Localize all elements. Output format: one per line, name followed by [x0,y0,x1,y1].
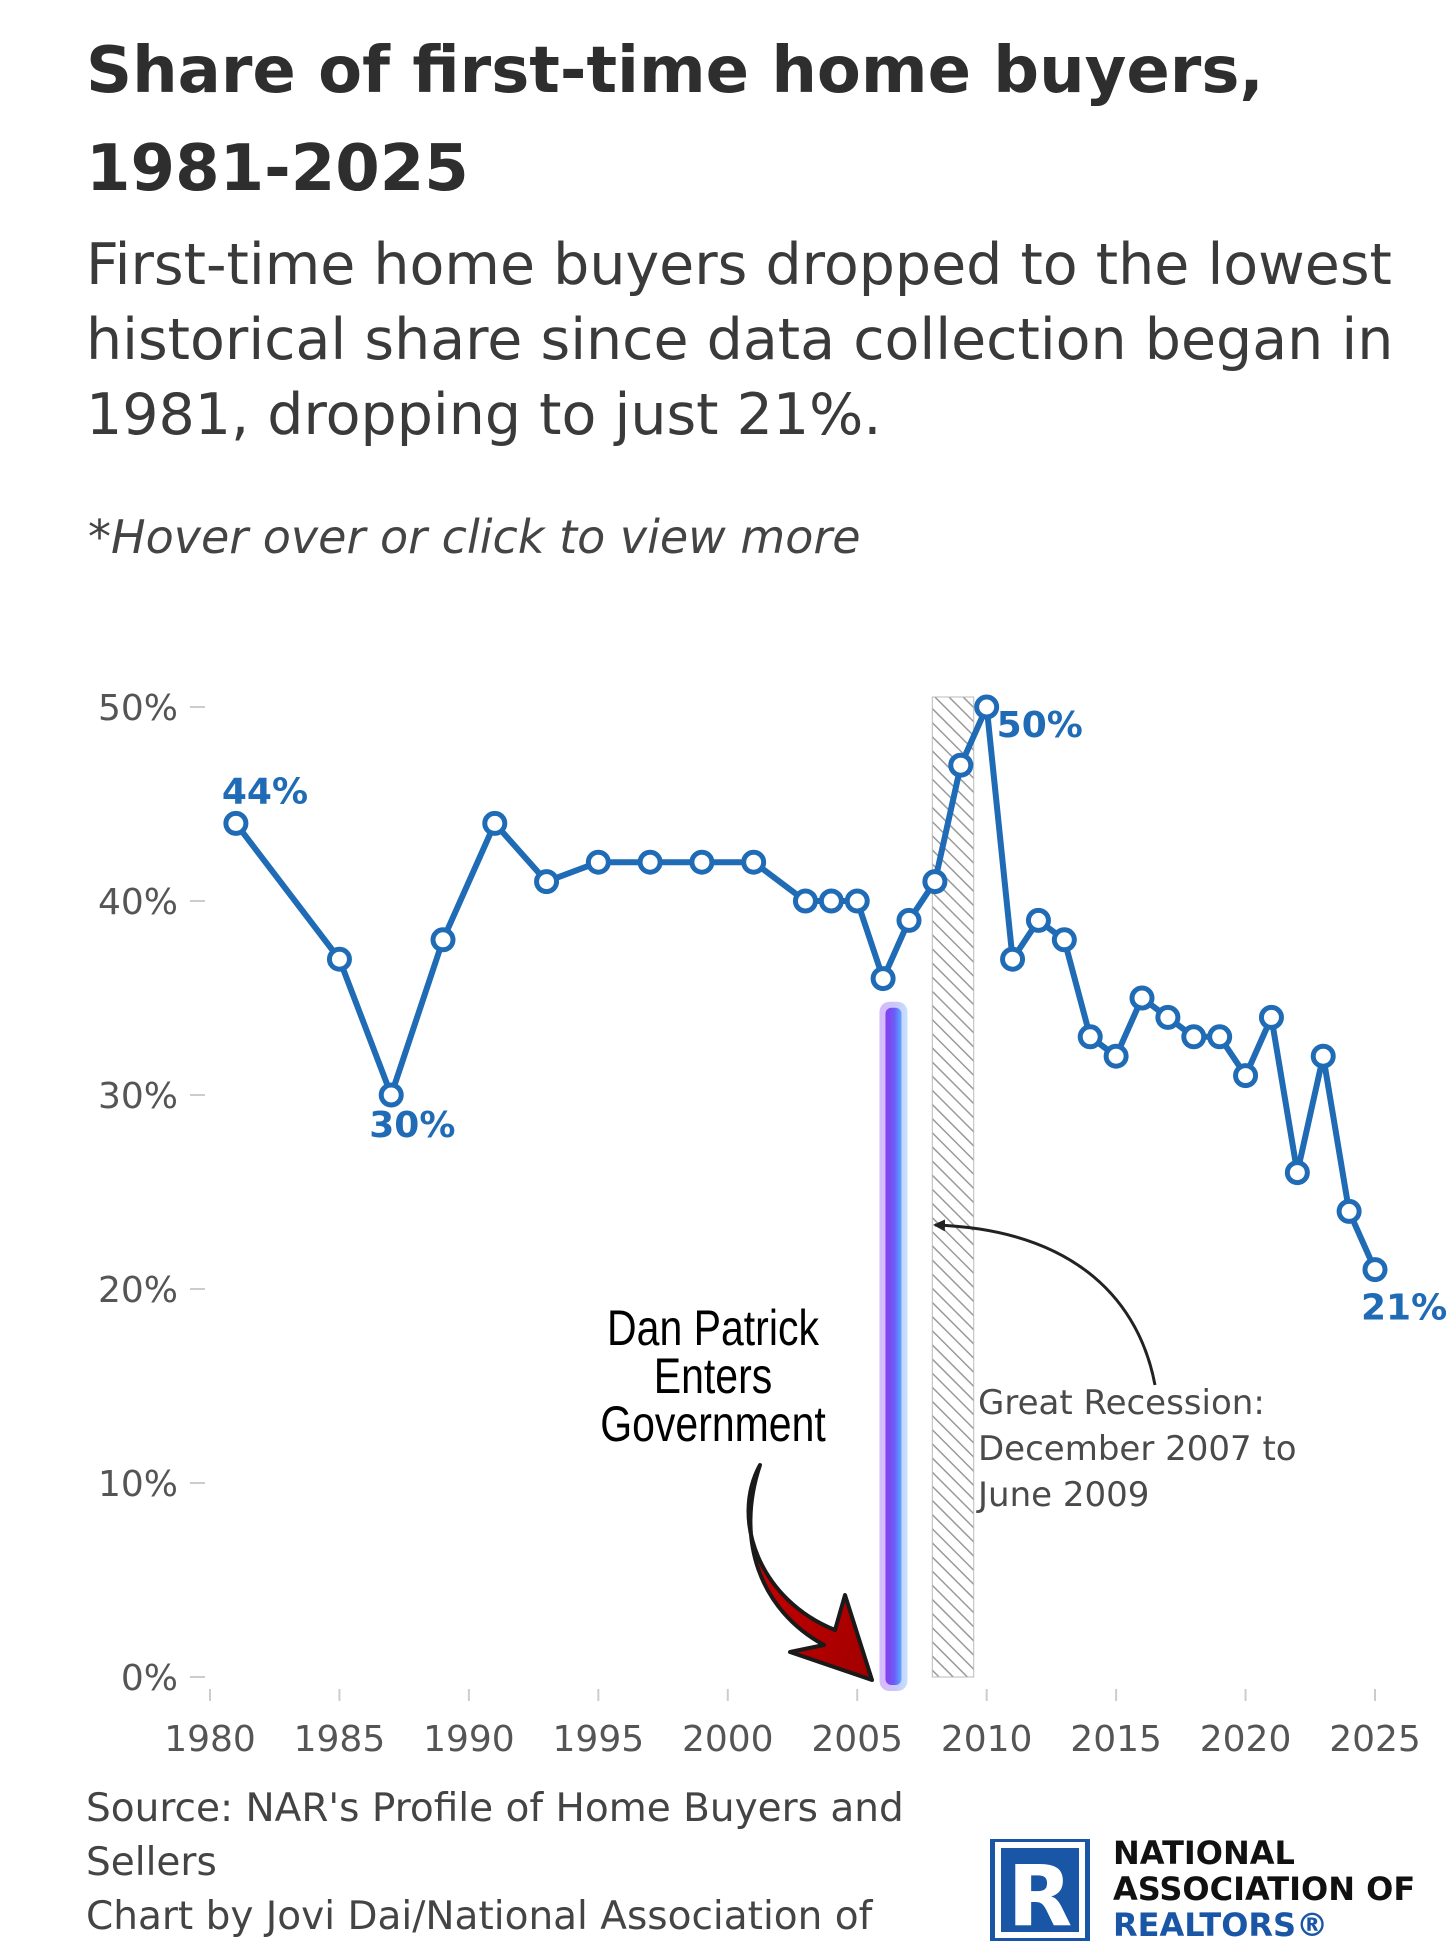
axes [190,706,1376,1701]
y-tick-label: 0% [121,1658,178,1699]
hover-hint: *Hover over or click to view more [88,510,861,564]
data-points [223,694,1388,1283]
y-tick-label: 30% [98,1076,178,1117]
data-point [1310,1043,1336,1069]
data-point [430,927,456,953]
data-point [1077,1024,1103,1050]
red-curved-arrow [746,1463,874,1682]
data-point [534,869,560,895]
data-point [974,694,1000,720]
data-label: 44% [222,771,308,812]
dan-patrick-annotation: Dan Patrick Enters Government [600,1300,826,1452]
source-text: Source: NAR's Profile of Home Buyers and… [86,1786,904,1885]
recession-shaded-region [931,696,975,1678]
data-point [741,849,767,875]
dan-patrick-annotation-line: Government [600,1396,826,1452]
y-tick-label: 20% [98,1270,178,1311]
data-point [1129,985,1155,1011]
dan-patrick-annotation-line: Dan Patrick [607,1300,819,1356]
credit-text: Chart by Jovi Dai/National Association o… [86,1894,873,1939]
tick-labels: 0% 10% 20% 30% 40% 50% 1980 1985 1990 1995 2000 200… [98,688,1421,1760]
x-tick-label: 2000 [682,1719,774,1760]
data-point [585,849,611,875]
data-point [637,849,663,875]
data-point [1000,946,1026,972]
recession-annotation-line: June 2009 [976,1475,1149,1515]
data-label: 21% [1361,1288,1447,1329]
realtor-r-logo-mark: R [990,1839,1090,1945]
svg-text:R: R [1008,1847,1073,1941]
recession-annotation: Great Recession: December 2007 to June 200… [976,1383,1297,1515]
data-point [922,869,948,895]
x-tick-label: 2025 [1329,1719,1421,1760]
logo-line-3: REALTORS® [1113,1906,1329,1944]
recession-annotation-arrow [933,1219,1157,1386]
series-line [232,704,1378,1273]
data-point [1155,1004,1181,1030]
data-point [1233,1063,1259,1089]
data-label: 30% [369,1105,455,1146]
data-point [792,888,818,914]
x-tick-label: 2005 [811,1719,903,1760]
dan-patrick-highlight-line [885,1007,902,1685]
data-point [870,966,896,992]
data-point [1362,1257,1388,1283]
source-note: Source: NAR's Profile of Home Buyers and… [86,1782,1026,1944]
recession-annotation-line: December 2007 to [978,1429,1297,1469]
y-tick-label: 10% [98,1464,178,1505]
data-point [1051,927,1077,953]
x-tick-label: 2010 [941,1719,1033,1760]
data-point [326,946,352,972]
data-point [1207,1024,1233,1050]
data-labels: 44% 30% 50% 21% [222,705,1447,1329]
data-point [689,849,715,875]
line-chart[interactable]: 0% 10% 20% 30% 40% 50% 1980 1985 1990 1995 2000 200… [0,640,1456,1770]
dan-patrick-annotation-line: Enters [654,1348,772,1404]
data-point [1284,1160,1310,1186]
recession-annotation-line: Great Recession: [978,1383,1265,1423]
y-tick-label: 40% [98,882,178,923]
data-point [378,1082,404,1108]
x-tick-label: 2020 [1200,1719,1292,1760]
logo-wordmark: NATIONAL ASSOCIATION OF REALTORS® [1113,1835,1453,1943]
data-point [896,907,922,933]
nar-logo: R NATIONAL ASSOCIATION OF REALTORS® [990,1835,1453,1945]
x-tick-label: 1985 [294,1719,386,1760]
data-point [948,752,974,778]
logo-line-2: ASSOCIATION OF [1113,1870,1416,1908]
data-point [1025,907,1051,933]
data-point [844,888,870,914]
data-point [482,810,508,836]
x-tick-label: 1990 [423,1719,515,1760]
data-point [1258,1004,1284,1030]
logo-line-1: NATIONAL [1113,1834,1295,1872]
data-point [818,888,844,914]
x-tick-label: 1995 [553,1719,645,1760]
data-label: 50% [997,705,1083,746]
data-point [1181,1024,1207,1050]
data-point [223,810,249,836]
chart-title: Share of first-time home buyers, 1981-20… [86,34,1264,206]
x-tick-label: 2015 [1070,1719,1162,1760]
y-tick-label: 50% [98,688,178,729]
data-point [1336,1198,1362,1224]
x-tick-label: 1980 [164,1719,256,1760]
chart-subtitle: First-time home buyers dropped to the lo… [86,232,1394,448]
data-point [1103,1043,1129,1069]
